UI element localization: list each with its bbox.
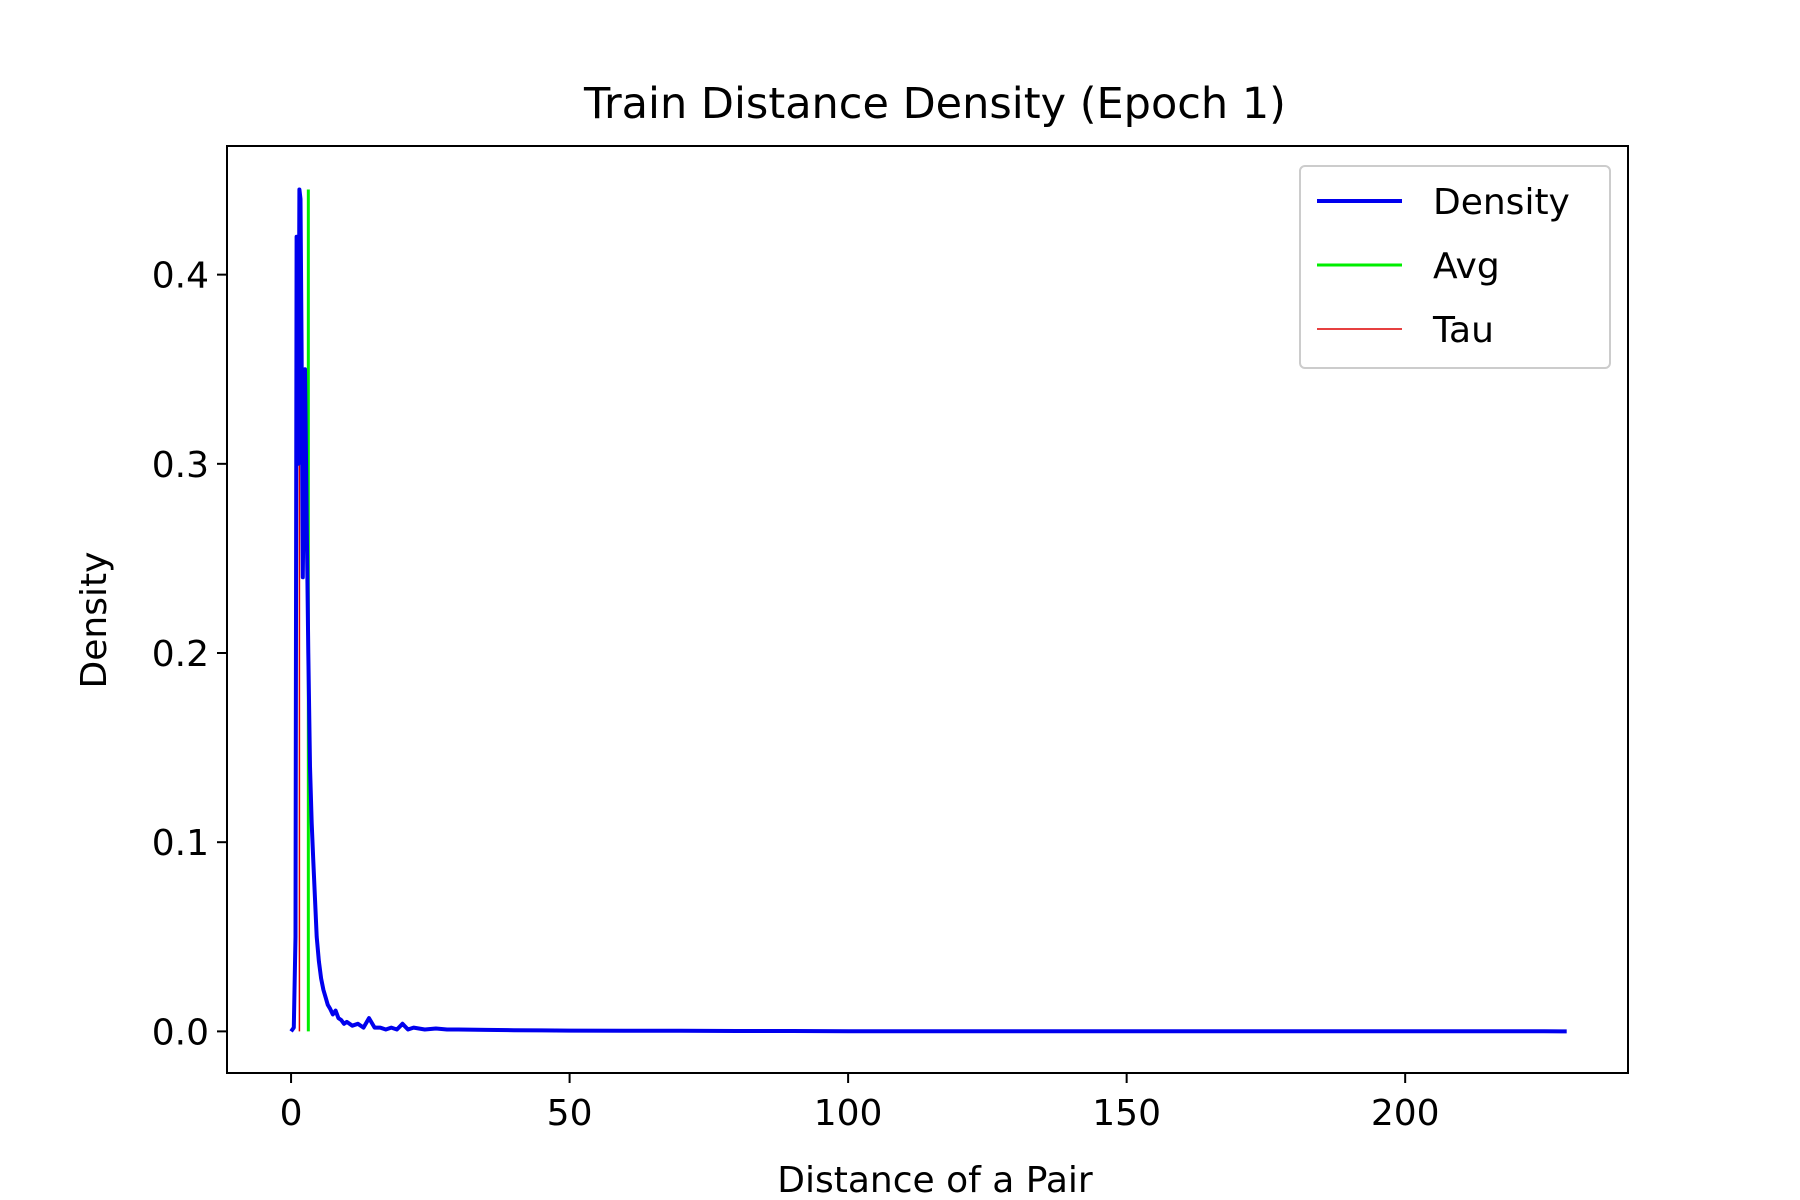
legend-label-density: Density	[1433, 182, 1570, 223]
plot-area	[289, 187, 1567, 1034]
x-axis: 0 50 100 150 200	[280, 1073, 1440, 1134]
legend-box	[1299, 165, 1611, 369]
plot-frame	[226, 145, 1629, 1074]
legend-label-tau: Tau	[1432, 310, 1494, 351]
y-tick-label: 0.0	[152, 1012, 209, 1053]
y-axis: 0.0 0.1 0.2 0.3 0.4	[152, 256, 227, 1053]
y-tick-label: 0.4	[152, 256, 209, 297]
x-axis-label: Distance of a Pair	[777, 1160, 1093, 1200]
x-tick-label: 100	[814, 1093, 883, 1134]
x-tick-label: 150	[1092, 1093, 1161, 1134]
chart-title: Train Distance Density (Epoch 1)	[583, 79, 1286, 129]
y-tick-label: 0.3	[152, 445, 209, 486]
x-tick-label: 0	[280, 1093, 303, 1134]
density-series-line	[289, 187, 1567, 1034]
x-tick-label: 50	[547, 1093, 593, 1134]
legend-label-avg: Avg	[1433, 246, 1500, 287]
y-tick-label: 0.1	[152, 823, 209, 864]
legend: Density Avg Tau	[1299, 165, 1611, 369]
y-axis-label: Density	[74, 552, 115, 689]
y-tick-label: 0.2	[152, 634, 209, 675]
x-tick-label: 200	[1371, 1093, 1440, 1134]
